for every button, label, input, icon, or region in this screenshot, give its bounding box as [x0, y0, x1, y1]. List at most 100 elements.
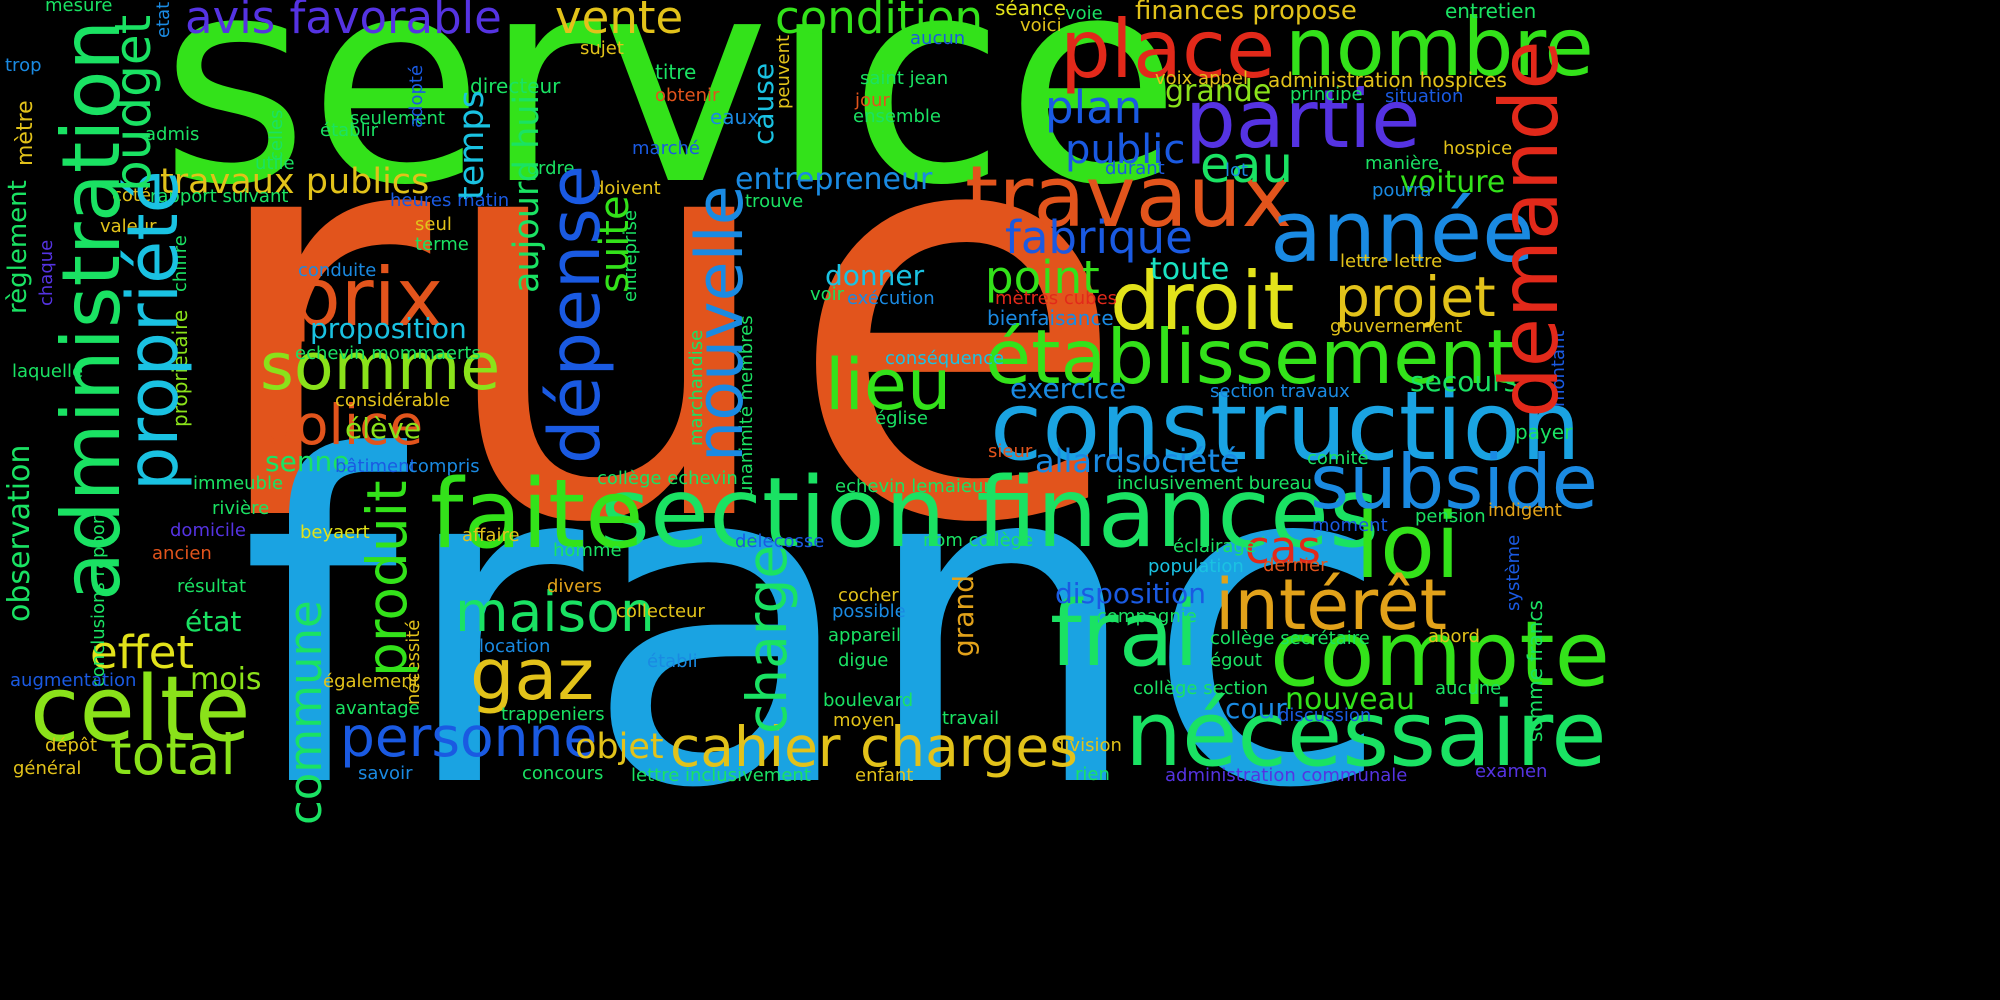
- word-durant: durant: [1105, 158, 1165, 179]
- word-manière: manière: [1365, 153, 1440, 174]
- word-demande: demande: [1483, 40, 1576, 418]
- word-point: point: [985, 251, 1100, 304]
- word-considérable: considérable: [335, 390, 451, 411]
- word-subside: subside: [1310, 438, 1598, 526]
- word-service: service: [160, 0, 1181, 248]
- word-examen: examen: [1475, 761, 1548, 782]
- word-eau: eau: [1200, 136, 1294, 194]
- word-droit: droit: [1110, 255, 1295, 348]
- word-enfant: enfant: [855, 765, 914, 786]
- word-avis-favorable: avis favorable: [185, 0, 502, 44]
- word-obtenir: obtenir: [655, 85, 720, 106]
- word-compte: compte: [1270, 602, 1611, 707]
- word-budget: budget: [104, 14, 162, 192]
- word-boulevard: boulevard: [823, 690, 914, 711]
- word-travaux-publics: travaux publics: [160, 162, 430, 202]
- word-admis: admis: [145, 124, 200, 145]
- word-général: général: [13, 758, 82, 779]
- word-maison: maison: [455, 580, 655, 644]
- word-section-travaux: section travaux: [1210, 381, 1350, 402]
- word-partie: partie: [1185, 73, 1421, 166]
- word-police: police: [260, 393, 424, 457]
- word-produit: produit: [355, 480, 419, 677]
- word-personne: personne: [340, 705, 598, 769]
- word-echevin-lemaieur: echevin lemaieur: [835, 476, 991, 497]
- word-homme: homme: [553, 540, 622, 561]
- word-égout: égout: [1210, 650, 1262, 671]
- word-dernier: dernier: [1263, 555, 1328, 576]
- word-abord: abord: [1428, 626, 1480, 647]
- word-année: année: [1270, 183, 1535, 282]
- word-état: état: [185, 605, 242, 638]
- word-senne: senne: [265, 445, 350, 478]
- word-population: population: [1148, 556, 1244, 577]
- word-franc: franc: [240, 363, 1392, 887]
- word-administration-hospices: administration hospices: [1268, 68, 1507, 92]
- word-observation: observation: [2, 444, 37, 622]
- word-charges: charges: [860, 715, 1078, 779]
- word-trop: trop: [5, 55, 42, 76]
- word-augmentation: augmentation: [10, 670, 137, 691]
- word-finances-propose: finances propose: [1135, 0, 1357, 26]
- word-disposition: disposition: [1055, 577, 1207, 610]
- word-loi: loi: [1355, 494, 1461, 599]
- word-comité: comité: [1307, 448, 1369, 469]
- word-sujet: sujet: [580, 38, 624, 59]
- word-trouve: trouve: [745, 191, 804, 212]
- word-seulement: seulement: [350, 108, 446, 129]
- word-construction: construction: [990, 372, 1581, 482]
- word-heures-matin: heures matin: [390, 190, 510, 211]
- word-aujourd-hui: aujourd hui: [507, 94, 547, 293]
- word-ancien: ancien: [152, 543, 212, 564]
- word-proposition: proposition: [310, 312, 467, 345]
- word-utile: utile: [255, 153, 295, 174]
- word-aucun: aucun: [910, 28, 966, 49]
- word-adopté: adopté: [406, 64, 427, 128]
- word-valeur: valeur: [100, 216, 157, 237]
- word-mètres-cubes: mètres cubes: [995, 288, 1118, 309]
- word-celte: celte: [30, 657, 251, 762]
- word-collecteur: collecteur: [616, 601, 705, 622]
- word-inclusivement-bureau: inclusivement bureau: [1117, 473, 1312, 494]
- word-fabrique: fabrique: [1005, 211, 1193, 264]
- word-indigent: indigent: [1488, 500, 1562, 521]
- word-terme: terme: [415, 234, 469, 255]
- word-rivière: rivière: [212, 498, 270, 519]
- word-voix-appel: voix appel: [1155, 68, 1248, 89]
- word-gaz: gaz: [470, 634, 595, 716]
- word-projet: projet: [1335, 265, 1496, 329]
- word-collège-echevin: collège echevin: [597, 468, 738, 489]
- word-suite: suite: [592, 195, 638, 293]
- word-jour: jour: [855, 90, 890, 111]
- word-eaux: eaux: [710, 105, 760, 129]
- word-éclairage: éclairage: [1173, 536, 1256, 557]
- word-location: location: [479, 636, 551, 657]
- word-somme: somme: [260, 330, 501, 405]
- word-commune: commune: [279, 600, 332, 825]
- word-lettre-lettre: lettre lettre: [1340, 251, 1443, 272]
- word-pourra: pourra: [1372, 180, 1432, 201]
- word-moyen: moyen: [833, 710, 895, 731]
- word-section-finances: section finances: [600, 457, 1380, 569]
- word-propriété: propriété: [112, 170, 194, 491]
- word-conséquence: conséquence: [885, 348, 1005, 369]
- word-collège-section: collège section: [1133, 678, 1269, 699]
- word-pension: pension: [1415, 506, 1486, 527]
- word-église: église: [875, 408, 928, 429]
- word-laquelle: laquelle: [12, 361, 84, 382]
- word-grande: grande: [1165, 74, 1272, 109]
- word-séance: séance: [995, 0, 1066, 20]
- word-cocher: cocher: [838, 585, 899, 606]
- word-prix: prix: [290, 251, 444, 344]
- word-situation: situation: [1385, 86, 1464, 107]
- word-entrepreneur: entrepreneur: [735, 162, 933, 197]
- word-collège-secrétaire: collège secrétaire: [1210, 628, 1370, 649]
- word-nouvelle: nouvelle: [683, 185, 758, 462]
- word-effet: effet: [90, 626, 195, 679]
- word-lot: lot: [1225, 160, 1249, 181]
- word-marché: marché: [632, 138, 700, 159]
- word-ensemble: ensemble: [853, 106, 941, 127]
- word-voiture: voiture: [1400, 165, 1506, 200]
- word-seul: seul: [415, 214, 452, 235]
